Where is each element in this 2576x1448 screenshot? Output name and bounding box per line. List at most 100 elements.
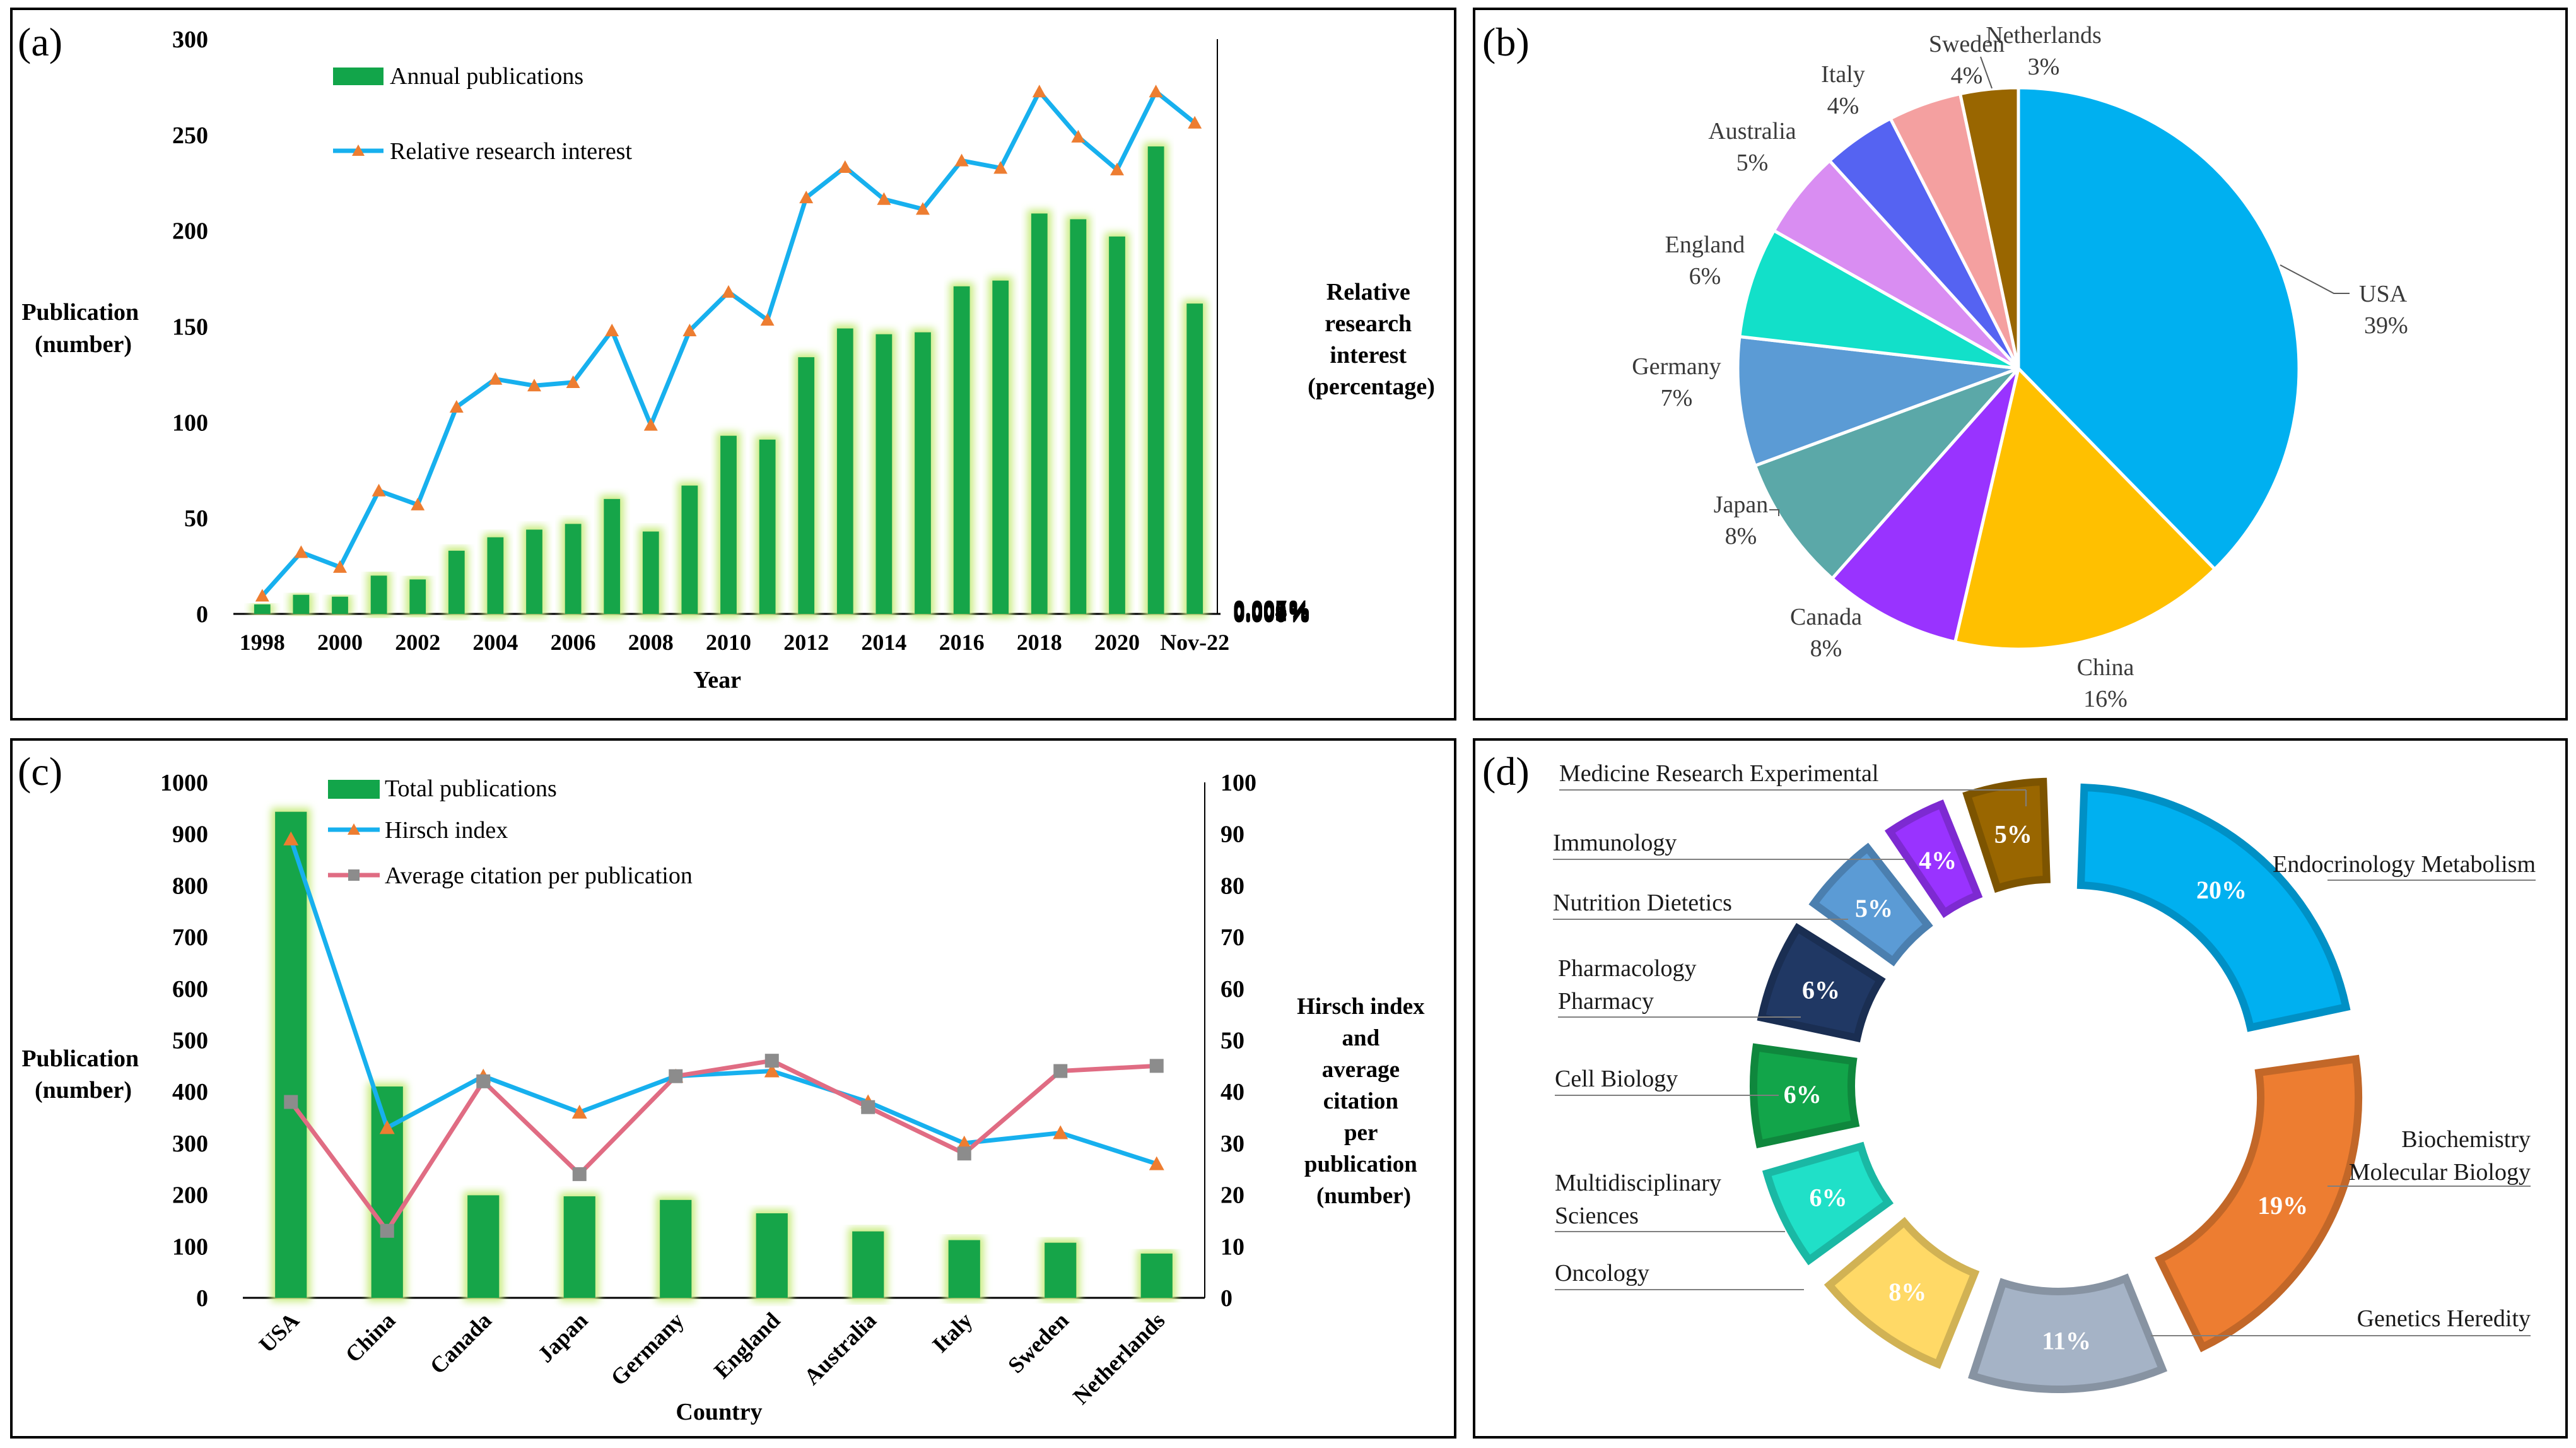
chart-a-x-tick-label: 2016 <box>939 630 985 655</box>
chart-c-left-axis-label: Publication (number) <box>21 1045 144 1104</box>
chart-c-right-tick-label: 80 <box>1221 873 1244 899</box>
pie-label-china: China <box>2077 654 2134 681</box>
chart-c-right-tick-label: 90 <box>1221 821 1244 848</box>
legend-swatch-total-publications <box>328 780 380 799</box>
chart-a-marker <box>1188 115 1202 129</box>
donut-segment-nutrition-dietetics <box>1808 842 1933 967</box>
chart-c-right-tick-label: 0 <box>1221 1285 1232 1312</box>
chart-c-citation-marker <box>380 1223 394 1238</box>
chart-a-marker <box>722 285 735 298</box>
chart-a-marker <box>838 160 852 174</box>
chart-a-left-tick-label: 200 <box>172 218 208 245</box>
chart-a-x-tick-label: 2014 <box>861 630 906 655</box>
chart-a-bar <box>604 498 621 614</box>
chart-a-x-tick-label: Nov-22 <box>1160 630 1229 655</box>
donut-category-label: Genetics Heredity <box>2357 1305 2531 1332</box>
chart-a-marker <box>993 161 1008 174</box>
chart-a-marker <box>449 400 464 413</box>
chart-c-hirsch-marker <box>571 1104 587 1119</box>
donut-pct-label: 11% <box>2042 1326 2091 1355</box>
panel-d-frame <box>1473 738 2568 1439</box>
chart-c-x-tick-label: England <box>709 1307 785 1383</box>
chart-a-x-tick-label: 2000 <box>317 630 363 655</box>
legend-label-avg-citation: Average citation per publication <box>385 862 693 889</box>
pie-label-england: England <box>1665 232 1745 258</box>
chart-a-left-axis-label-line: Publication <box>21 299 139 326</box>
chart-c-left-tick-label: 900 <box>172 821 208 848</box>
chart-a-marker <box>760 313 775 326</box>
chart-c-right-tick-label: 30 <box>1221 1131 1244 1157</box>
pie-label-netherlands: Netherlands <box>1986 22 2102 49</box>
chart-c-bar <box>756 1213 788 1298</box>
pie-slice-australia <box>1771 158 2020 370</box>
chart-c-right-tick-label: 40 <box>1221 1079 1244 1105</box>
chart-c-x-tick-label: Netherlands <box>1068 1307 1169 1409</box>
donut-segment-pharmacology-pharmacy <box>1757 922 1886 1043</box>
donut-segment-immunology <box>1884 799 1983 918</box>
panel-c-label: (c) <box>18 749 62 794</box>
chart-c-left-tick-label: 600 <box>172 976 208 1003</box>
chart-c-bar <box>660 1199 692 1298</box>
chart-c-x-tick-label: Australia <box>799 1307 881 1389</box>
chart-a-x-tick-label: 2020 <box>1094 630 1140 655</box>
chart-a-marker <box>799 191 814 204</box>
chart-a-bar <box>254 604 271 614</box>
chart-c-bar <box>1140 1253 1173 1298</box>
chart-a-marker <box>1110 162 1124 175</box>
pie-label-italy: Italy <box>1821 61 1865 88</box>
chart-a-right-tick-label: 0.001% <box>1233 601 1311 627</box>
chart-a: 0 50 100 150 200 250 300 0.000%0.001%0.002%0.0… <box>21 26 1435 693</box>
chart-c-right-axis-label-line: publication <box>1304 1151 1417 1177</box>
chart-a-bar <box>1147 146 1164 614</box>
chart-c-left-tick-label: 1000 <box>160 770 208 796</box>
chart-a-x-tick-label: 2008 <box>628 630 674 655</box>
chart-c-line-avg-citation <box>289 1058 1157 1233</box>
legend-marker-avg-citation <box>348 869 360 881</box>
chart-c-citation-marker <box>669 1069 683 1083</box>
donut-pct-label: 5% <box>1994 820 2032 849</box>
chart-c-x-axis-label: Country <box>676 1399 762 1425</box>
chart-a-marker <box>605 324 619 337</box>
chart-a-legend: Annual publications Relative research in… <box>333 63 632 165</box>
chart-c-x-tick-label: Canada <box>425 1307 496 1379</box>
chart-a-left-tick-label: 300 <box>172 26 208 53</box>
chart-a-right-axis-label-line: research <box>1325 310 1412 337</box>
chart-c-left-axis-label-line: (number) <box>35 1077 132 1104</box>
pie-pct-china: 16% <box>2083 686 2128 712</box>
donut-pct-label: 19% <box>2257 1191 2308 1220</box>
donut-pct-label: 4% <box>1919 846 1957 874</box>
donut-segment-genetics-heredity <box>1967 1273 2168 1393</box>
donut-category-label: Nutrition Dietetics <box>1553 890 1732 916</box>
donut-category-label: Molecular Biology <box>2349 1159 2531 1186</box>
chart-c-right-axis-label: Hirsch index and average citation per pu… <box>1297 994 1431 1209</box>
donut-pct-label: 5% <box>1855 894 1893 922</box>
legend-marker-relative-interest <box>352 144 365 156</box>
chart-c-bar <box>275 811 307 1298</box>
chart-a-marker <box>255 589 269 602</box>
chart-c-x-tick-label: China <box>341 1307 401 1367</box>
chart-a-marker <box>411 497 425 510</box>
chart-a-marker <box>1032 85 1046 98</box>
pie-label-japan: Japan <box>1714 491 1769 518</box>
chart-a-bar <box>759 439 776 614</box>
chart-a-marker <box>1149 85 1163 98</box>
chart-c-citation-marker <box>764 1054 779 1068</box>
chart-a-right-tick-label: 0.004% <box>1233 598 1311 625</box>
donut-pct-label: 6% <box>1784 1080 1822 1109</box>
chart-c-left-tick-label: 300 <box>172 1131 208 1157</box>
chart-c-hirsch-marker <box>379 1120 395 1134</box>
chart-c-left-tick-label: 200 <box>172 1182 208 1209</box>
panel-a-label: (a) <box>18 20 62 64</box>
chart-a-marker <box>527 379 541 392</box>
legend-label-annual-publications: Annual publications <box>390 63 583 90</box>
chart-c-right-axis-label-line: (number) <box>1316 1183 1411 1209</box>
pie-slice-england <box>1738 228 2020 370</box>
legend-label-relative-interest: Relative research interest <box>390 138 632 165</box>
chart-b: USA 39% China 16% Canada 8% Japan 8% Germany 7% En… <box>1632 22 2408 712</box>
chart-a-bar <box>1186 303 1203 614</box>
chart-c-hirsch-marker <box>1149 1156 1164 1170</box>
chart-c-bar <box>563 1196 595 1298</box>
chart-a-right-tick-label: 0.002% <box>1233 599 1311 626</box>
chart-c-x-tick-label: Japan <box>533 1307 593 1367</box>
pie-leader-japan <box>1769 509 1779 516</box>
